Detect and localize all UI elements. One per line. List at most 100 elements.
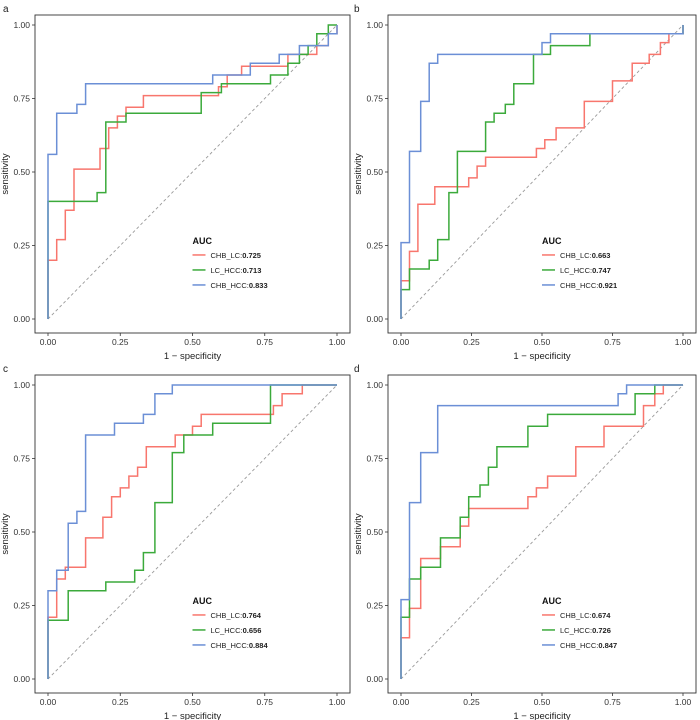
legend-series-name: CHB_HCC: [211,281,249,290]
reference-diagonal-line [400,24,684,320]
x-tick-label: 0.25 [112,697,129,707]
legend-label: CHB_LC:0.663 [560,251,610,260]
roc-panel-d: d 0.00 0.25 0.50 0.75 1.00 0.00 0.25 0.50 0.75 1.0… [353,364,697,720]
y-tick-label: 0.00 [366,674,383,684]
roc-curve-chb-hcc [47,384,337,679]
legend-label: CHB_HCC:0.884 [211,641,269,650]
legend-title: AUC [193,596,213,606]
legend: AUC CHB_LC:0.764 LC_HCC:0.656 CHB_HCC:0.884 [192,596,269,650]
legend-auc-value: 0.921 [598,281,617,290]
legend-auc-value: 0.847 [598,641,617,650]
y-tick-label: 0.25 [366,241,383,251]
roc-curve-chb-hcc [400,384,683,679]
roc-curve-lc-hcc [47,384,337,679]
x-axis-title: 1 − specificity [513,351,571,362]
legend-label: LC_HCC:0.726 [560,626,611,635]
legend-series-name: LC_HCC: [211,266,243,275]
y-tick-label: 0.00 [366,314,383,324]
reference-diagonal-line [47,384,338,680]
legend-series-name: CHB_LC: [560,251,592,260]
panel-letter: a [3,4,9,15]
x-axis-title: 1 − specificity [164,351,222,362]
reference-diagonal-line [47,24,338,320]
roc-curve-chb-hcc [400,25,684,319]
legend-auc-value: 0.674 [592,611,612,620]
x-tick-label: 1.00 [675,697,692,707]
panel-letter: d [354,364,360,375]
legend: AUC CHB_LC:0.725 LC_HCC:0.713 CHB_HCC:0.833 [192,236,268,290]
y-axis-title: sensitivity [0,513,11,554]
x-tick-label: 0.25 [463,697,480,707]
x-tick-label: 0.00 [40,337,57,347]
legend-series-name: CHB_LC: [211,251,243,260]
x-tick-label: 0.75 [256,697,273,707]
y-tick-label: 0.25 [13,241,30,251]
legend-label: CHB_HCC:0.921 [560,281,617,290]
y-tick-label: 1.00 [366,20,383,30]
x-tick-label: 0.75 [256,337,273,347]
roc-curve-lc-hcc [400,384,683,679]
x-tick-label: 0.00 [40,697,57,707]
legend-label: CHB_LC:0.764 [211,611,262,620]
legend-label: LC_HCC:0.713 [211,266,262,275]
x-axis-title: 1 − specificity [513,711,571,720]
x-tick-label: 0.00 [393,697,410,707]
legend-label: CHB_LC:0.725 [211,251,261,260]
roc-panel-b: b 0.00 0.25 0.50 0.75 1.00 0.00 0.25 0.50 0.75 1.0… [353,4,697,362]
x-axis-title: 1 − specificity [164,711,222,720]
y-tick-label: 0.75 [366,94,383,104]
legend-series-name: CHB_HCC: [560,641,598,650]
roc-curve-lc-hcc [400,25,684,319]
y-tick-label: 1.00 [13,20,30,30]
roc-curve-chb-lc [47,25,338,319]
legend-auc-value: 0.656 [243,626,262,635]
legend-auc-value: 0.764 [242,611,262,620]
y-tick-label: 0.00 [13,674,30,684]
legend-auc-value: 0.884 [249,641,269,650]
y-axis-title: sensitivity [353,153,364,194]
roc-panel-c: c 0.00 0.25 0.50 0.75 1.00 0.00 0.25 0.50 0.75 1.0… [0,364,351,720]
y-tick-label: 0.25 [13,601,30,611]
roc-curve-chb-hcc [47,25,338,319]
y-tick-label: 1.00 [13,380,30,390]
y-tick-label: 1.00 [366,380,383,390]
x-tick-label: 1.00 [675,337,692,347]
x-tick-label: 0.00 [393,337,410,347]
y-axis-title: sensitivity [0,153,11,194]
y-tick-label: 0.00 [13,314,30,324]
y-tick-label: 0.50 [13,527,30,537]
legend-label: CHB_HCC:0.847 [560,641,617,650]
x-tick-label: 0.50 [534,337,551,347]
x-tick-label: 0.50 [184,337,201,347]
legend-auc-value: 0.713 [243,266,262,275]
panel-letter: b [354,4,360,15]
x-tick-label: 0.25 [112,337,129,347]
legend-series-name: CHB_HCC: [211,641,249,650]
legend: AUC CHB_LC:0.674 LC_HCC:0.726 CHB_HCC:0.847 [542,596,617,650]
y-tick-label: 0.25 [366,601,383,611]
y-axis-title: sensitivity [353,513,364,554]
legend-series-name: LC_HCC: [560,266,592,275]
legend-series-name: CHB_LC: [211,611,243,620]
x-tick-label: 0.25 [463,337,480,347]
legend-label: LC_HCC:0.656 [211,626,262,635]
reference-diagonal-line [400,384,684,680]
legend-series-name: CHB_HCC: [560,281,598,290]
y-tick-label: 0.50 [366,527,383,537]
y-tick-label: 0.50 [13,167,30,177]
legend-auc-value: 0.726 [592,626,611,635]
x-tick-label: 0.75 [604,697,621,707]
legend-label: CHB_HCC:0.833 [211,281,268,290]
legend-series-name: LC_HCC: [211,626,243,635]
y-tick-label: 0.75 [366,454,383,464]
legend-auc-value: 0.833 [249,281,268,290]
roc-curve-chb-lc [400,25,684,319]
x-tick-label: 0.50 [184,697,201,707]
legend-label: CHB_LC:0.674 [560,611,611,620]
legend-title: AUC [542,236,562,246]
legend-title: AUC [542,596,562,606]
x-tick-label: 1.00 [329,337,346,347]
y-tick-label: 0.50 [366,167,383,177]
